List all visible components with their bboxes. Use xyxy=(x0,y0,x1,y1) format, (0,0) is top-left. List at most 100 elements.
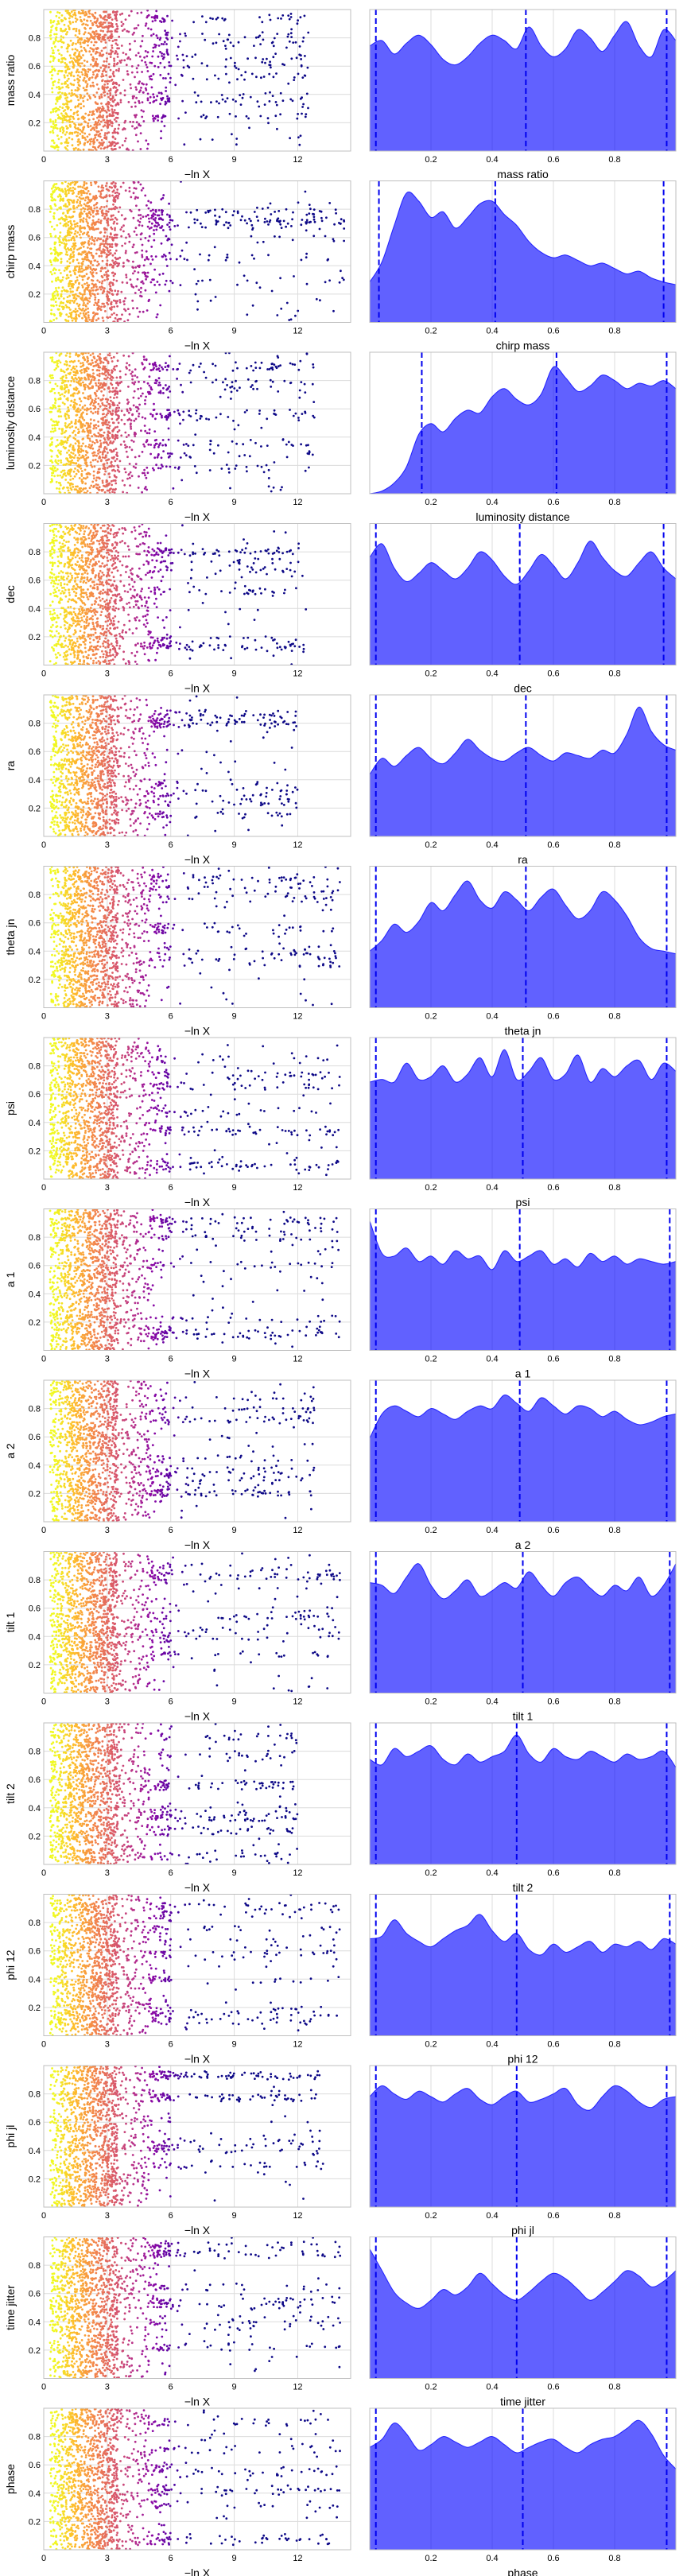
sample-point xyxy=(194,465,196,467)
sample-point xyxy=(58,60,60,62)
sample-point xyxy=(149,235,151,238)
sample-point xyxy=(92,118,95,120)
sample-point xyxy=(252,227,254,230)
sample-point xyxy=(86,282,88,285)
sample-point xyxy=(208,259,210,262)
sample-point xyxy=(144,195,146,197)
sample-point xyxy=(91,273,93,275)
sample-point xyxy=(104,34,107,37)
sample-point xyxy=(86,422,88,425)
sample-point xyxy=(112,479,114,482)
sample-point xyxy=(142,111,145,113)
sample-point xyxy=(117,117,119,119)
sample-point xyxy=(293,79,295,81)
sample-point xyxy=(52,425,54,427)
sample-point xyxy=(127,386,130,388)
sample-point xyxy=(52,111,55,113)
sample-point xyxy=(144,417,146,420)
sample-point xyxy=(115,365,118,367)
sample-point xyxy=(62,190,64,192)
sample-point xyxy=(270,64,272,67)
sample-point xyxy=(118,68,120,70)
sample-point xyxy=(83,217,85,219)
sample-point xyxy=(132,261,134,263)
sample-point xyxy=(118,127,120,130)
sample-point xyxy=(104,21,107,24)
sample-point xyxy=(290,318,293,320)
sample-point xyxy=(201,280,204,282)
sample-point xyxy=(70,223,72,225)
sample-point xyxy=(104,110,107,112)
x-tick-label: 12 xyxy=(293,327,302,336)
sample-point xyxy=(80,400,83,402)
sample-point xyxy=(112,114,114,117)
sample-point xyxy=(89,440,91,442)
sample-point xyxy=(82,365,84,367)
sample-point xyxy=(110,413,112,415)
sample-point xyxy=(261,362,263,364)
sample-point xyxy=(182,54,184,56)
sample-point xyxy=(73,211,76,213)
sample-point xyxy=(246,57,249,60)
sample-point xyxy=(80,220,82,223)
sample-point xyxy=(102,424,104,426)
sample-point xyxy=(61,107,64,109)
sample-point xyxy=(119,370,122,373)
sample-point xyxy=(107,109,110,111)
sample-point xyxy=(144,430,146,433)
sample-point xyxy=(69,404,72,406)
sample-point xyxy=(102,456,104,459)
sample-point xyxy=(73,112,76,114)
sample-point xyxy=(157,453,160,456)
sample-point xyxy=(195,293,197,296)
sample-point xyxy=(96,239,99,242)
sample-point xyxy=(82,423,84,425)
sample-point xyxy=(138,381,140,383)
sample-point xyxy=(98,388,100,390)
sample-point xyxy=(264,218,266,220)
sample-point xyxy=(75,280,77,282)
sample-point xyxy=(142,393,144,395)
sample-point xyxy=(107,444,110,446)
sample-point xyxy=(127,308,130,310)
sample-point xyxy=(110,16,112,18)
sample-point xyxy=(68,183,70,185)
sample-point xyxy=(166,48,169,51)
sample-point xyxy=(57,196,60,198)
sample-point xyxy=(90,262,92,265)
sample-point xyxy=(144,403,146,405)
sample-point xyxy=(63,242,65,245)
sample-point xyxy=(50,305,52,307)
sample-point xyxy=(92,73,95,76)
scatter-points xyxy=(49,10,309,152)
sample-point xyxy=(297,417,300,419)
sample-point xyxy=(130,428,132,430)
sample-point xyxy=(113,356,115,359)
sample-point xyxy=(87,71,89,73)
sample-point xyxy=(126,436,128,438)
sample-point xyxy=(122,224,125,227)
sample-point xyxy=(162,229,165,231)
sample-point xyxy=(95,483,98,486)
sample-point xyxy=(153,403,155,405)
sample-point xyxy=(96,110,99,112)
sample-point xyxy=(65,119,68,122)
sample-point xyxy=(115,94,118,96)
sample-point xyxy=(134,390,136,393)
sample-point xyxy=(72,190,74,192)
sample-point xyxy=(258,409,261,412)
sample-point xyxy=(306,283,309,285)
sample-point xyxy=(84,487,87,490)
sample-point xyxy=(157,281,159,283)
sample-point xyxy=(109,94,111,96)
sample-point xyxy=(56,127,59,130)
sample-point xyxy=(113,189,115,192)
sample-point xyxy=(75,147,77,149)
sample-point xyxy=(83,77,86,80)
sample-point xyxy=(117,113,119,115)
sample-point xyxy=(76,378,78,381)
sample-point xyxy=(147,272,149,274)
sample-point xyxy=(150,34,153,37)
sample-point xyxy=(72,144,74,146)
sample-point xyxy=(138,455,141,457)
